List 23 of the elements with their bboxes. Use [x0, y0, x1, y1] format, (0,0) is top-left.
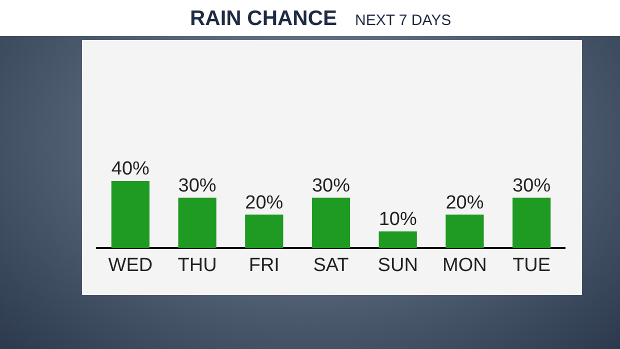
bar: [245, 214, 284, 248]
x-tick-label: THU: [178, 254, 217, 276]
x-tick-label: FRI: [248, 254, 280, 276]
x-tick-label: WED: [108, 254, 153, 276]
data-label: 30%: [512, 176, 551, 197]
x-tick-label: TUE: [512, 254, 551, 276]
data-label: 20%: [245, 192, 284, 214]
x-tick-label: MON: [442, 254, 487, 276]
bar: [378, 231, 417, 248]
data-label: 10%: [378, 209, 417, 230]
x-tick-label: SAT: [313, 254, 350, 276]
data-label: 30%: [312, 176, 350, 197]
bar: [446, 214, 484, 248]
bar: [512, 198, 551, 248]
data-label: 40%: [111, 158, 150, 180]
chart-subtitle: NEXT 7 DAYS: [355, 12, 452, 29]
x-tick-label: SUN: [378, 254, 418, 276]
data-label: 30%: [178, 176, 216, 197]
chart-title: RAIN CHANCE: [190, 7, 337, 31]
bar: [312, 198, 350, 248]
bar: [111, 181, 150, 248]
bar: [178, 198, 216, 248]
data-label: 20%: [446, 192, 484, 214]
